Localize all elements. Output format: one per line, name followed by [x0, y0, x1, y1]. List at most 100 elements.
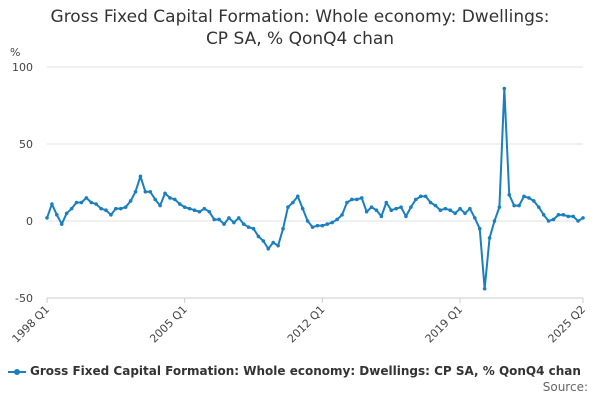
data-point[interactable]: [182, 205, 187, 209]
data-point[interactable]: [212, 217, 216, 222]
data-point[interactable]: [335, 217, 339, 222]
data-point[interactable]: [69, 206, 74, 211]
data-point[interactable]: [414, 197, 418, 202]
data-point[interactable]: [315, 223, 320, 228]
data-point[interactable]: [158, 203, 162, 208]
data-point[interactable]: [222, 222, 226, 226]
data-point[interactable]: [492, 219, 497, 223]
data-point[interactable]: [168, 196, 172, 200]
data-point[interactable]: [330, 220, 335, 225]
data-point[interactable]: [276, 243, 280, 248]
data-point[interactable]: [202, 206, 207, 211]
data-point[interactable]: [94, 202, 98, 206]
data-point[interactable]: [463, 211, 467, 216]
data-point[interactable]: [246, 225, 251, 229]
data-point[interactable]: [217, 217, 221, 222]
data-point[interactable]: [576, 219, 580, 223]
data-point[interactable]: [428, 200, 433, 205]
data-point[interactable]: [192, 208, 197, 213]
data-point[interactable]: [394, 206, 398, 211]
data-point[interactable]: [55, 213, 59, 217]
legend[interactable]: Gross Fixed Capital Formation: Whole eco…: [8, 364, 581, 378]
data-point[interactable]: [473, 216, 477, 220]
data-point[interactable]: [89, 200, 94, 205]
data-point[interactable]: [566, 214, 571, 219]
data-point[interactable]: [487, 236, 492, 240]
data-point[interactable]: [477, 226, 482, 231]
data-point[interactable]: [241, 222, 246, 226]
data-point[interactable]: [45, 216, 49, 220]
data-point[interactable]: [50, 202, 54, 206]
data-point[interactable]: [114, 206, 118, 211]
data-point[interactable]: [369, 205, 374, 209]
data-point[interactable]: [551, 217, 556, 222]
data-point[interactable]: [74, 200, 79, 205]
data-point[interactable]: [173, 197, 177, 202]
data-point[interactable]: [197, 209, 202, 214]
data-point[interactable]: [310, 225, 315, 229]
data-point[interactable]: [325, 222, 330, 226]
data-point[interactable]: [359, 196, 364, 200]
data-point[interactable]: [468, 206, 472, 211]
data-point[interactable]: [286, 205, 290, 209]
data-point[interactable]: [364, 209, 369, 214]
data-point[interactable]: [379, 214, 384, 219]
data-point[interactable]: [399, 205, 403, 209]
data-point[interactable]: [409, 205, 413, 209]
data-point[interactable]: [561, 213, 566, 217]
data-point[interactable]: [59, 222, 64, 226]
data-point[interactable]: [345, 200, 349, 205]
data-point[interactable]: [512, 203, 516, 208]
data-point[interactable]: [350, 197, 354, 202]
data-point[interactable]: [207, 209, 212, 214]
data-point[interactable]: [418, 194, 423, 199]
data-point[interactable]: [389, 208, 394, 213]
data-point[interactable]: [532, 199, 536, 203]
data-point[interactable]: [123, 205, 128, 209]
data-point[interactable]: [423, 194, 428, 199]
data-point[interactable]: [305, 219, 310, 223]
data-point[interactable]: [433, 203, 438, 208]
data-point[interactable]: [497, 205, 502, 209]
data-point[interactable]: [104, 208, 108, 213]
data-point[interactable]: [541, 213, 546, 217]
data-point[interactable]: [384, 200, 389, 205]
data-point[interactable]: [502, 86, 507, 91]
data-point[interactable]: [556, 213, 561, 217]
data-point[interactable]: [536, 205, 541, 209]
data-point[interactable]: [227, 216, 231, 220]
data-point[interactable]: [581, 216, 585, 220]
data-point[interactable]: [320, 223, 325, 228]
data-point[interactable]: [266, 246, 271, 251]
data-point[interactable]: [571, 214, 575, 219]
data-point[interactable]: [251, 226, 256, 231]
data-point[interactable]: [64, 211, 69, 216]
data-point[interactable]: [128, 199, 133, 203]
data-point[interactable]: [261, 239, 266, 243]
data-point[interactable]: [522, 194, 526, 199]
data-point[interactable]: [517, 203, 521, 208]
data-point[interactable]: [138, 174, 143, 179]
data-point[interactable]: [482, 286, 487, 291]
data-point[interactable]: [256, 234, 261, 239]
data-point[interactable]: [163, 191, 167, 196]
data-point[interactable]: [271, 240, 276, 245]
data-point[interactable]: [438, 208, 443, 213]
data-point[interactable]: [133, 189, 138, 194]
data-point[interactable]: [340, 213, 344, 217]
data-point[interactable]: [79, 200, 84, 205]
data-point[interactable]: [527, 196, 531, 200]
data-point[interactable]: [443, 206, 448, 211]
data-point[interactable]: [84, 196, 89, 200]
data-point[interactable]: [546, 219, 551, 223]
data-point[interactable]: [153, 197, 157, 202]
data-point[interactable]: [187, 206, 192, 211]
data-point[interactable]: [177, 202, 182, 206]
data-point[interactable]: [458, 206, 462, 211]
data-point[interactable]: [236, 216, 241, 220]
data-point[interactable]: [118, 206, 123, 211]
data-point[interactable]: [448, 208, 453, 213]
data-point[interactable]: [99, 206, 103, 211]
data-point[interactable]: [453, 211, 457, 216]
data-point[interactable]: [232, 220, 236, 225]
